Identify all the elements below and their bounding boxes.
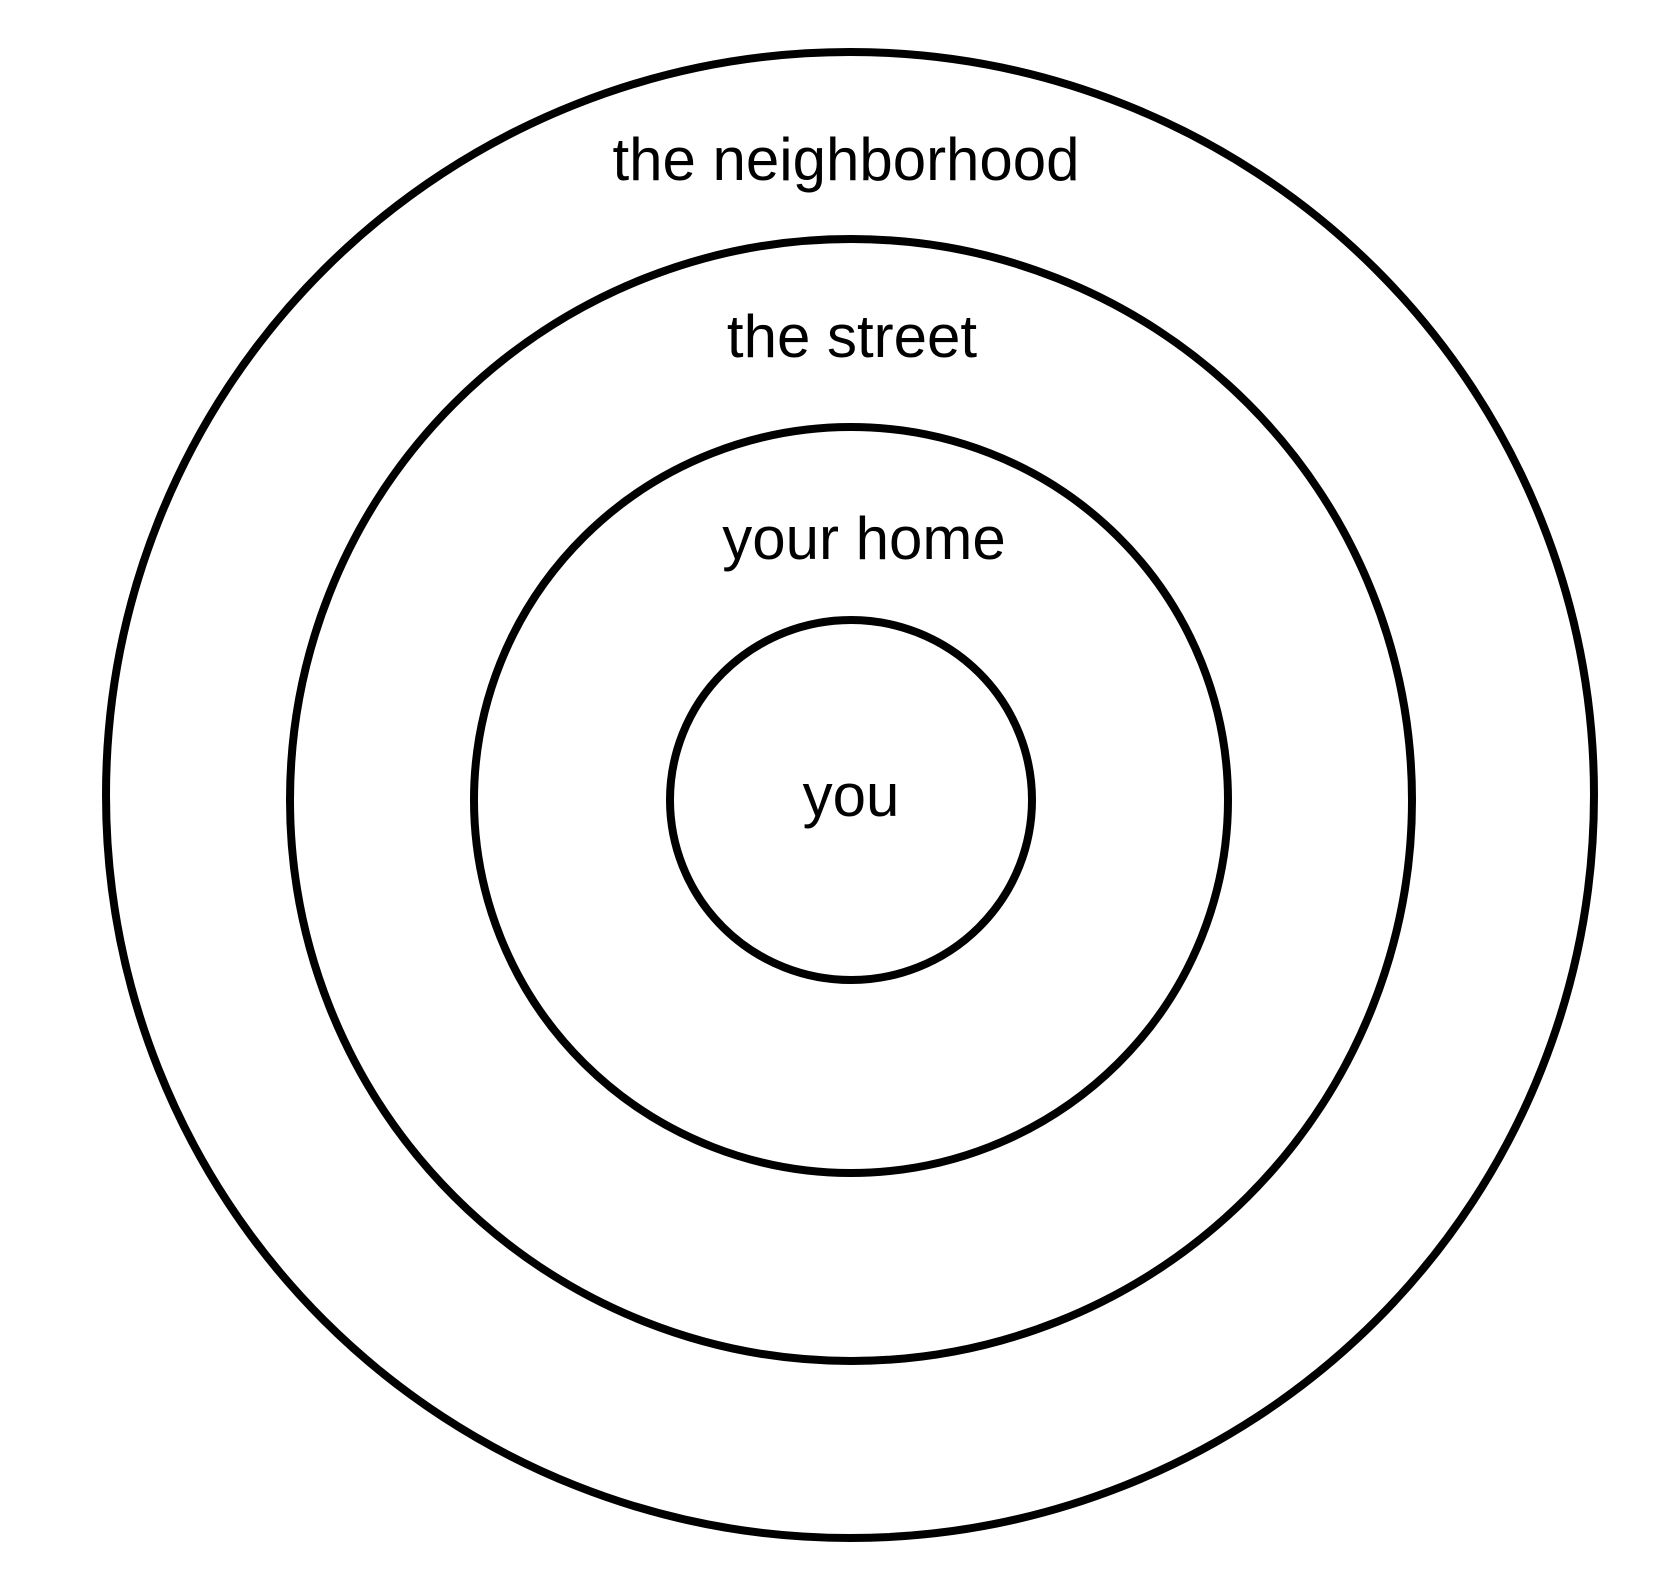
label-street: the street <box>727 303 977 370</box>
ring-you <box>666 616 1036 984</box>
label-neighborhood: the neighborhood <box>612 126 1079 193</box>
label-home: your home <box>722 505 1005 572</box>
ring-street <box>286 235 1416 1365</box>
ring-neighborhood <box>102 48 1598 1542</box>
ring-home <box>470 423 1232 1177</box>
label-you: you <box>803 762 900 829</box>
